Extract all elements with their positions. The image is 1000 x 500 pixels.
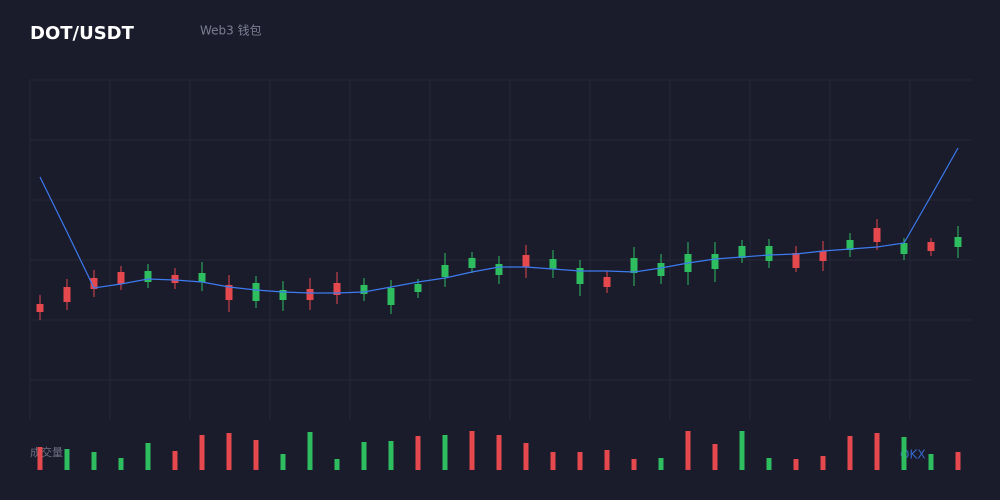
candle-body	[900, 243, 908, 254]
candle-body	[360, 285, 368, 294]
candle-body	[927, 242, 935, 251]
candle-body	[36, 304, 44, 312]
volume-bar	[415, 436, 421, 470]
candle-body	[711, 254, 719, 269]
candle-body	[576, 268, 584, 284]
volume-bar	[793, 459, 799, 470]
candle-body	[63, 287, 71, 302]
volume-bar	[550, 452, 556, 470]
volume-bar	[253, 440, 259, 470]
volume-bar	[523, 443, 529, 470]
volume-bar	[226, 433, 232, 470]
candle-body	[90, 278, 98, 289]
candle-body	[414, 284, 422, 292]
candle-body	[495, 264, 503, 275]
volume-bar	[91, 452, 97, 470]
candle-body	[657, 263, 665, 276]
volume-bar	[604, 450, 610, 470]
volume-bar	[118, 458, 124, 470]
volume-bar	[37, 447, 43, 470]
volume-bar	[712, 444, 718, 470]
chart-title: DOT/USDT	[30, 23, 135, 44]
volume-bar	[955, 452, 961, 470]
volume-bar	[496, 435, 502, 470]
volume-bar	[199, 435, 205, 470]
candle-body	[603, 277, 611, 287]
volume-bar	[388, 441, 394, 470]
candle-body	[765, 246, 773, 261]
volume-bar	[685, 431, 691, 470]
candle-body	[198, 273, 206, 282]
candle-body	[306, 289, 314, 300]
volume-bar	[307, 432, 313, 470]
volume-bar	[361, 442, 367, 470]
candle-body	[279, 290, 287, 300]
volume-bar	[172, 451, 178, 470]
volume-bar	[874, 433, 880, 470]
volume-bar	[577, 452, 583, 470]
candle-body	[117, 272, 125, 284]
volume-bar	[928, 454, 934, 470]
volume-bar	[145, 443, 151, 470]
volume-bar	[442, 435, 448, 470]
candle-body	[846, 240, 854, 250]
candle-body	[252, 283, 260, 301]
candle-body	[171, 275, 179, 283]
volume-bar	[280, 454, 286, 470]
volume-bar	[469, 431, 475, 470]
candle-body	[549, 259, 557, 269]
volume-bar	[334, 459, 340, 470]
volume-bar	[766, 458, 772, 470]
candle-body	[522, 255, 530, 267]
candle-body	[333, 283, 341, 295]
candle-body	[792, 253, 800, 268]
volume-bar	[739, 431, 745, 470]
candle-body	[630, 258, 638, 273]
volume-bar	[64, 449, 70, 470]
candle-body	[387, 288, 395, 305]
volume-bar	[847, 436, 853, 470]
volume-bar	[901, 437, 907, 470]
candle-body	[144, 271, 152, 282]
candle-body	[954, 237, 962, 247]
volume-bar	[820, 456, 826, 470]
volume-bar	[658, 458, 664, 470]
candle-body	[441, 265, 449, 277]
candle-body	[468, 258, 476, 268]
candle-body	[819, 251, 827, 261]
candle-body	[873, 228, 881, 242]
candle-body	[738, 246, 746, 258]
candle-body	[225, 285, 233, 300]
ma-line	[39, 147, 959, 294]
volume-label: 成交量	[30, 445, 63, 459]
volume-bar	[631, 459, 637, 470]
subtitle: Web3 钱包	[200, 23, 262, 38]
